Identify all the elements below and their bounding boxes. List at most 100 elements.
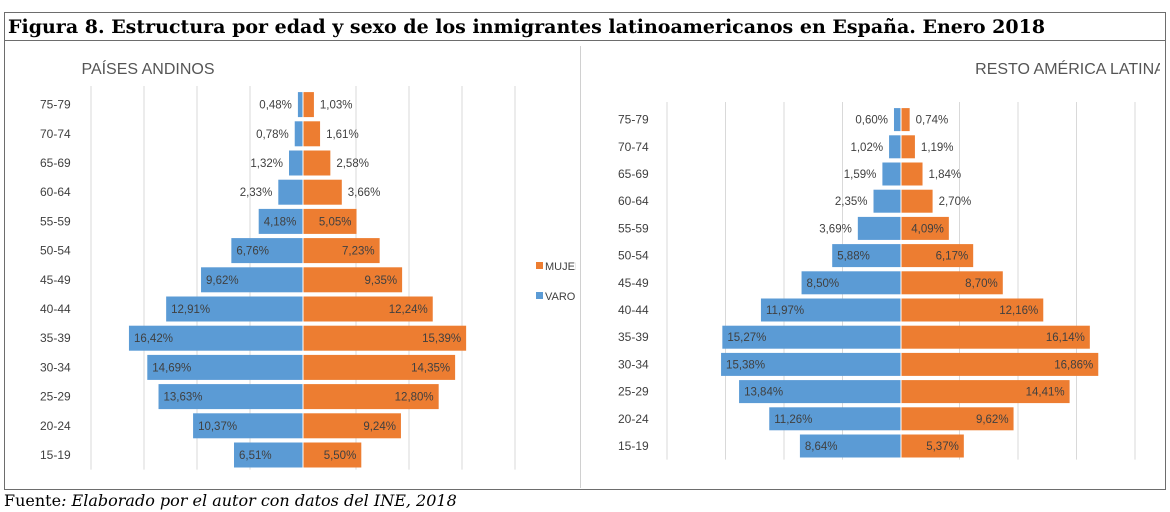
- data-label-varones: 0,60%: [855, 115, 888, 127]
- bar-varones: [873, 189, 901, 213]
- bar-mujeres: [303, 384, 439, 410]
- data-label-varones: 1,32%: [250, 158, 283, 170]
- bar-varones: [760, 298, 901, 322]
- bar-mujeres: [901, 108, 910, 132]
- age-group-label: 65-69: [40, 156, 71, 170]
- bar-varones: [231, 238, 303, 264]
- age-group-label: 45-49: [618, 276, 649, 290]
- bar-mujeres: [303, 413, 401, 439]
- data-label-varones: 6,51%: [239, 450, 272, 462]
- age-group-label: 30-34: [618, 357, 649, 371]
- bar-mujeres: [901, 162, 923, 186]
- data-label-varones: 0,48%: [259, 100, 292, 112]
- data-label-varones: 2,33%: [240, 187, 273, 199]
- age-group-label: 50-54: [618, 249, 649, 263]
- bar-varones: [289, 150, 303, 176]
- age-group-label: 25-29: [40, 390, 71, 404]
- bar-mujeres: [303, 150, 331, 176]
- bar-varones: [857, 216, 901, 240]
- bar-mujeres: [901, 325, 1090, 349]
- bar-mujeres: [303, 267, 403, 293]
- age-group-label: 75-79: [40, 98, 71, 112]
- bar-varones: [799, 434, 901, 458]
- data-label-mujeres: 16,86%: [1054, 359, 1093, 371]
- bar-mujeres: [303, 238, 380, 264]
- bar-varones: [201, 267, 303, 293]
- data-label-mujeres: 12,80%: [395, 392, 434, 404]
- figure-title: Figura 8. Estructura por edad y sexo de …: [8, 16, 1046, 38]
- data-label-mujeres: 8,70%: [965, 278, 998, 290]
- age-group-label: 60-64: [618, 194, 649, 208]
- age-group-label: 40-44: [618, 303, 649, 317]
- legend-swatch: [536, 292, 543, 299]
- bar-varones: [721, 352, 901, 376]
- age-group-label: 20-24: [618, 412, 649, 426]
- bar-varones: [893, 108, 901, 132]
- data-label-varones: 13,63%: [164, 392, 203, 404]
- data-label-varones: 0,78%: [256, 129, 289, 141]
- age-group-label: 60-64: [40, 185, 71, 199]
- data-label-mujeres: 5,50%: [324, 450, 357, 462]
- age-group-label: 70-74: [40, 127, 71, 141]
- data-label-mujeres: 7,23%: [342, 246, 375, 258]
- data-label-varones: 3,69%: [819, 223, 852, 235]
- data-label-mujeres: 1,61%: [326, 129, 359, 141]
- data-label-varones: 15,27%: [727, 332, 766, 344]
- data-label-varones: 1,02%: [850, 142, 883, 154]
- data-label-varones: 15,38%: [726, 359, 765, 371]
- age-group-label: 75-79: [618, 113, 649, 127]
- bar-mujeres: [901, 407, 1014, 431]
- bar-varones: [128, 325, 303, 351]
- source-note: Fuente: Elaborado por el autor con datos…: [4, 490, 457, 512]
- bar-varones: [297, 92, 303, 118]
- bar-varones: [832, 244, 901, 268]
- age-group-label: 15-19: [40, 448, 71, 462]
- data-label-mujeres: 9,62%: [976, 414, 1009, 426]
- data-label-varones: 10,37%: [198, 421, 237, 433]
- data-label-varones: 16,42%: [134, 333, 173, 345]
- bar-varones: [801, 271, 901, 295]
- bar-varones: [147, 354, 303, 380]
- data-label-mujeres: 16,14%: [1046, 332, 1085, 344]
- bar-mujeres: [901, 380, 1070, 404]
- age-group-label: 45-49: [40, 273, 71, 287]
- age-group-label: 55-59: [618, 221, 649, 235]
- data-label-mujeres: 0,74%: [916, 115, 949, 127]
- age-group-label: 30-34: [40, 360, 71, 374]
- bar-mujeres: [303, 354, 456, 380]
- bar-mujeres: [303, 92, 314, 118]
- bar-mujeres: [901, 189, 933, 213]
- data-label-mujeres: 1,19%: [921, 142, 954, 154]
- bar-mujeres: [901, 271, 1003, 295]
- legend-label: MUJERES: [545, 261, 576, 273]
- bar-varones: [769, 407, 901, 431]
- source-prefix: Fuente: [4, 491, 62, 510]
- data-label-mujeres: 9,35%: [365, 275, 398, 287]
- age-group-label: 40-44: [40, 302, 71, 316]
- title-divider: [4, 40, 1166, 41]
- data-label-varones: 4,18%: [264, 216, 297, 228]
- data-label-varones: 5,88%: [837, 251, 870, 263]
- bar-varones: [739, 380, 901, 404]
- bar-mujeres: [901, 352, 1099, 376]
- data-label-mujeres: 5,37%: [926, 441, 959, 453]
- bar-varones: [158, 384, 303, 410]
- data-label-varones: 9,62%: [206, 275, 239, 287]
- panel-title: RESTO AMÉRICA LATINA: [975, 59, 1160, 78]
- pyramid-chart-andean: PAÍSES ANDINOS 75-79 0,48% 1,03% 70-74 0,78% 1…: [40, 59, 576, 470]
- legend-swatch: [536, 262, 543, 269]
- data-label-mujeres: 15,39%: [422, 333, 461, 345]
- bar-mujeres: [303, 179, 342, 205]
- legend-label: VARONES: [545, 291, 576, 303]
- bar-varones: [882, 162, 901, 186]
- age-group-label: 50-54: [40, 244, 71, 258]
- age-group-label: 35-39: [618, 330, 649, 344]
- data-label-mujeres: 6,17%: [936, 251, 969, 263]
- source-text: : Elaborado por el autor con datos del I…: [61, 491, 457, 510]
- data-label-mujeres: 5,05%: [319, 216, 352, 228]
- data-label-varones: 1,59%: [844, 169, 877, 181]
- data-label-mujeres: 9,24%: [363, 421, 396, 433]
- data-label-mujeres: 2,58%: [336, 158, 369, 170]
- bar-mujeres: [303, 325, 467, 351]
- bar-varones: [193, 413, 303, 439]
